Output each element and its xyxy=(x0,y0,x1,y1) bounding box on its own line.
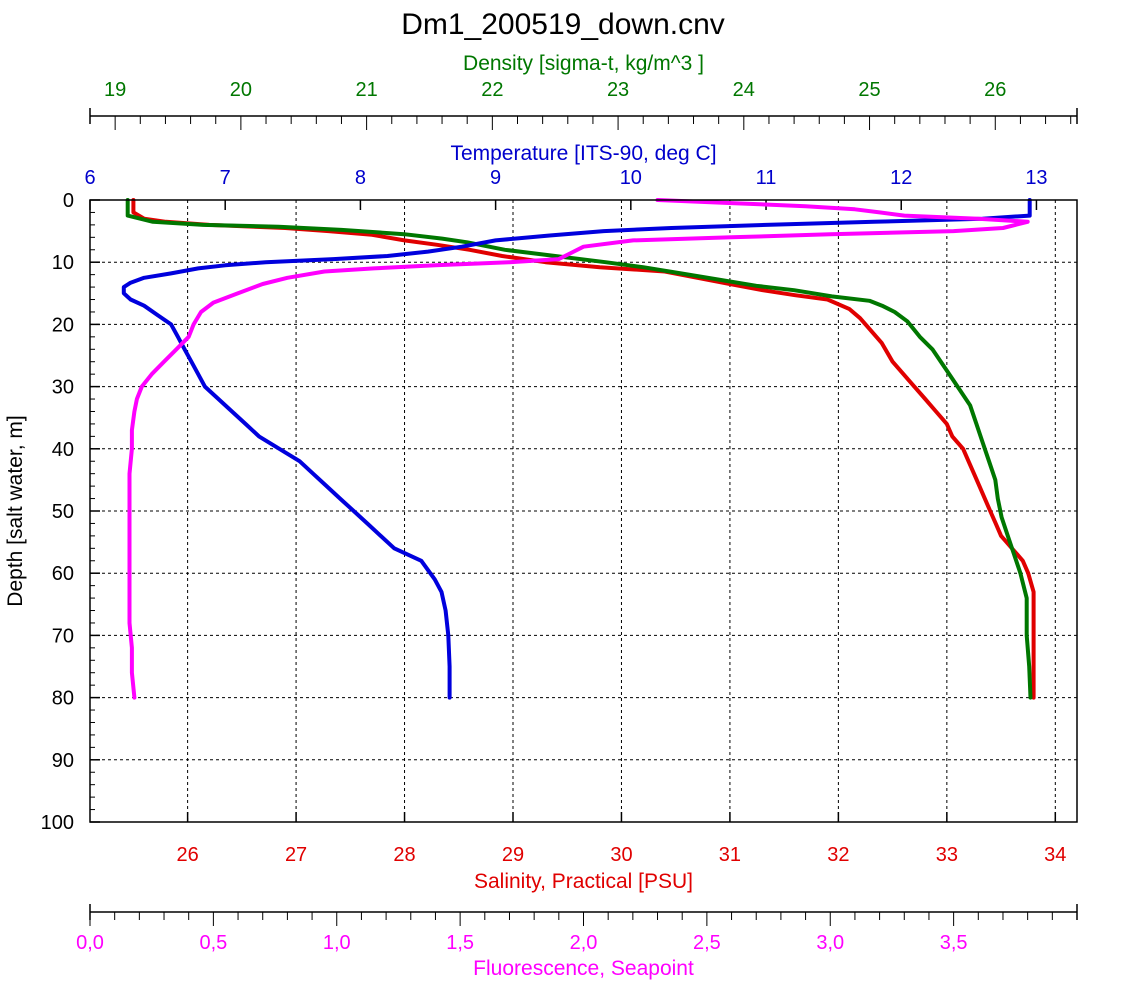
y-axis-title: Depth [salt water, m] xyxy=(4,415,27,606)
fluorescence-tick-label: 0,0 xyxy=(76,932,104,954)
axes: 0 10 20 30 40 50 60 70 80 90 100 Depth [salt water,… xyxy=(4,52,1078,980)
depth-tick-label: 60 xyxy=(52,563,74,585)
depth-tick-label: 70 xyxy=(52,625,74,647)
depth-tick-label: 40 xyxy=(52,439,74,461)
fluorescence-tick-label: 3,5 xyxy=(940,932,968,954)
depth-tick-label: 20 xyxy=(52,314,74,336)
fluorescence-axis: 0,0 0,5 1,0 1,5 2,0 2,5 3,0 3,5 Fluorescence, Se… xyxy=(76,904,1078,980)
salinity-tick-label: 32 xyxy=(827,844,849,866)
density-tick-label: 21 xyxy=(355,79,377,101)
temperature-tick-label: 12 xyxy=(890,167,912,189)
depth-tick-label: 0 xyxy=(63,190,74,212)
temperature-profile-line xyxy=(121,198,1032,700)
salinity-tick-label: 31 xyxy=(719,844,741,866)
salinity-tick-label: 27 xyxy=(285,844,307,866)
temperature-axis: 6 7 8 9 10 11 12 13 Temperature [ITS-90, deg C] xyxy=(84,142,1048,210)
density-tick-label: 19 xyxy=(104,79,126,101)
depth-tick-label: 80 xyxy=(52,688,74,710)
depth-tick-label: 30 xyxy=(52,377,74,399)
series-layer xyxy=(121,198,1036,700)
temperature-tick-label: 13 xyxy=(1025,167,1047,189)
density-tick-label: 25 xyxy=(858,79,880,101)
fluorescence-axis-title: Fluorescence, Seapoint xyxy=(473,957,694,980)
salinity-tick-label: 26 xyxy=(176,844,198,866)
chart-title: Dm1_200519_down.cnv xyxy=(401,8,725,41)
plot-frame xyxy=(89,199,1078,823)
density-tick-label: 23 xyxy=(607,79,629,101)
temperature-tick-label: 7 xyxy=(220,167,231,189)
depth-tick-label: 90 xyxy=(52,750,74,772)
temperature-tick-label: 10 xyxy=(620,167,642,189)
salinity-tick-label: 29 xyxy=(502,844,524,866)
temperature-tick-label: 6 xyxy=(84,167,95,189)
density-axis-title: Density [sigma-t, kg/m^3 ] xyxy=(463,52,704,75)
temperature-tick-label: 9 xyxy=(490,167,501,189)
depth-tick-label: 50 xyxy=(52,501,74,523)
density-tick-label: 20 xyxy=(230,79,252,101)
density-tick-label: 26 xyxy=(984,79,1006,101)
salinity-axis: 26 27 28 29 30 31 32 33 34 Salinity, Practical [P… xyxy=(176,812,1066,893)
density-tick-label: 24 xyxy=(733,79,755,101)
grid xyxy=(90,200,1077,822)
density-axis: 19 20 21 22 23 24 25 26 Density [sigma-t, kg/m^3… xyxy=(89,52,1078,130)
density-profile-line xyxy=(125,198,1033,700)
density-tick-label: 22 xyxy=(481,79,503,101)
fluorescence-tick-label: 2,5 xyxy=(693,932,721,954)
temperature-tick-label: 8 xyxy=(355,167,366,189)
salinity-tick-label: 28 xyxy=(393,844,415,866)
fluorescence-tick-label: 1,0 xyxy=(323,932,351,954)
fluorescence-tick-label: 3,0 xyxy=(816,932,844,954)
temperature-axis-title: Temperature [ITS-90, deg C] xyxy=(450,142,716,165)
fluorescence-tick-label: 1,5 xyxy=(446,932,474,954)
fluorescence-profile-line xyxy=(127,198,1030,700)
temperature-tick-label: 11 xyxy=(756,167,777,189)
depth-tick-label: 100 xyxy=(41,812,74,834)
salinity-tick-label: 30 xyxy=(610,844,632,866)
salinity-tick-label: 34 xyxy=(1044,844,1066,866)
fluorescence-tick-label: 0,5 xyxy=(199,932,227,954)
depth-tick-label: 10 xyxy=(52,252,74,274)
fluorescence-tick-label: 2,0 xyxy=(570,932,598,954)
salinity-tick-label: 33 xyxy=(936,844,958,866)
salinity-axis-title: Salinity, Practical [PSU] xyxy=(474,870,693,893)
